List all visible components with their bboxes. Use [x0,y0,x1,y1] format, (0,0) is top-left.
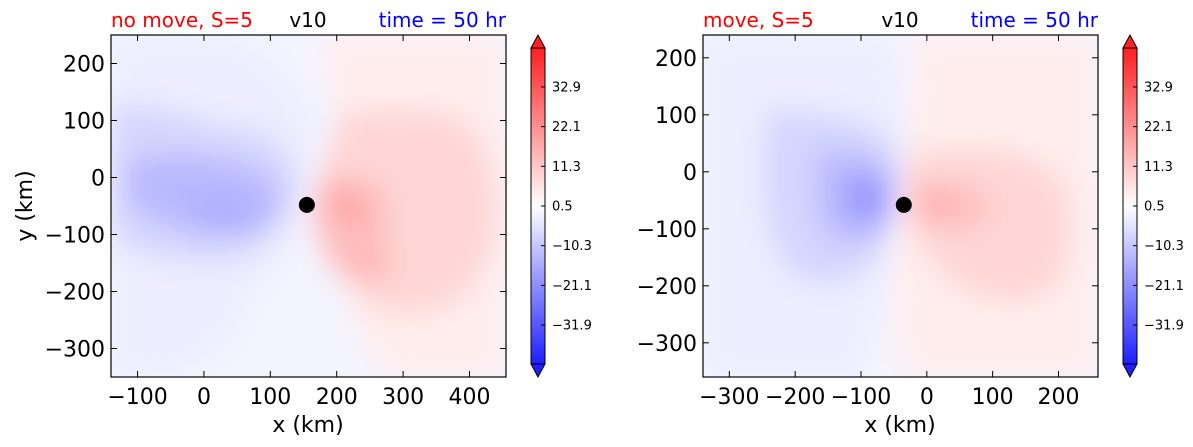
contour-field [111,35,506,377]
storm-center-marker [895,196,912,213]
y-tick-label: −200 [45,281,105,306]
colorbar-tick-label: 32.9 [1144,80,1173,95]
colorbar-tick-label: −31.9 [552,319,592,334]
x-tick-label: −200 [765,385,825,410]
storm-center-marker [298,196,315,213]
y-tick-label: 100 [63,110,105,135]
colorbar-tick-label: 0.5 [552,200,573,215]
x-tick-label: −300 [699,385,759,410]
colorbar-tick-label: 11.3 [1144,160,1173,175]
x-tick-label: 100 [249,385,291,410]
colorbar-extend-max [1122,33,1138,49]
chart-panel-1: −100 0 100 200 300 400 200 100 0 −100 −200 −300 no… [13,8,592,438]
colorbar-tick-label: −21.1 [552,279,592,294]
contour-region [861,183,884,215]
y-tick-label: 200 [655,47,697,72]
colorbar-tick-label: 0.5 [1144,200,1165,215]
plot-frame [110,34,507,378]
colorbar-tick-label: −10.3 [552,239,592,254]
x-tick-label: 200 [1038,385,1080,410]
colorbar-extend-min [1122,363,1138,379]
colorbar-tick-label: 32.9 [552,80,581,95]
colorbar-extend-min [530,363,546,379]
y-tick-label: 0 [683,161,697,186]
colorbar-tick-label: −21.1 [1144,279,1184,294]
y-tick-label: 0 [91,167,105,192]
contour-field [703,35,1098,377]
x-tick-label: −100 [107,385,167,410]
colorbar-tick-label: −10.3 [1144,239,1184,254]
chart-panel-2: −300 −200 −100 0 100 200 2001000−100−200−300 … [637,8,1184,438]
plot-frame [702,34,1099,378]
colorbar-tick-label: −31.9 [1144,319,1184,334]
x-tick-label: 400 [448,385,490,410]
y-tick-label: 200 [63,53,105,78]
title-right: time = 50 hr [379,8,507,32]
title-center: v10 [289,8,326,32]
contour-region [190,200,264,224]
colorbar-tick-label: 22.1 [1144,120,1173,135]
y-tick-label: −100 [45,224,105,249]
x-tick-label: 0 [920,385,934,410]
y-tick-label: −300 [45,338,105,363]
title-left: no move, S=5 [111,8,253,32]
colorbar-tick-label: 22.1 [552,120,581,135]
title-center: v10 [881,8,918,32]
x-tick-label: 0 [197,385,211,410]
x-tick-label: 200 [316,385,358,410]
colorbar: 32.9 22.1 11.3 0.5 −10.3 −21.1 −31.9 [1122,33,1184,379]
title-left: move, S=5 [703,8,814,32]
contour-region [326,188,370,224]
y-tick-label: 100 [655,104,697,129]
contour-region [356,251,394,281]
y-tick-label: −100 [637,218,697,243]
y-axis-label: y (km) [13,170,38,241]
x-axis-label: x (km) [864,413,935,438]
y-tick-label: −200 [637,275,697,300]
x-axis-label: x (km) [272,413,343,438]
x-tick-label: 100 [972,385,1014,410]
title-right: time = 50 hr [971,8,1099,32]
colorbar-tick-label: 11.3 [552,160,581,175]
colorbar-extend-max [530,33,546,49]
x-tick-label: 300 [382,385,424,410]
contour-region [923,194,954,218]
y-tick-label: −300 [637,332,697,357]
x-tick-label: −100 [831,385,891,410]
colorbar: 32.9 22.1 11.3 0.5 −10.3 −21.1 −31.9 [530,33,592,379]
